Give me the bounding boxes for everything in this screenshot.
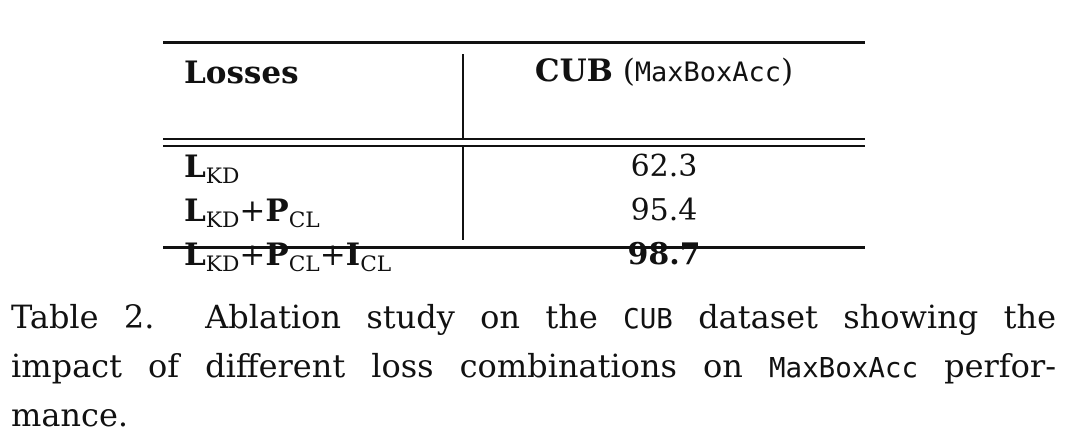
table-row: LKD+PCL+ICL 98.7 — [163, 237, 865, 279]
loss-symbol: L — [184, 149, 206, 185]
loss-subscript: KD — [205, 164, 240, 190]
header-metric: CUB (MaxBoxAcc) — [463, 53, 865, 89]
row-value: 62.3 — [630, 149, 698, 184]
caption-text: dataset showing the — [698, 298, 1057, 336]
row-losses: LKD+PCL+ICL — [184, 237, 391, 277]
table-row: LKD+PCL 95.4 — [163, 193, 865, 235]
row-losses: LKD+PCL — [184, 193, 320, 233]
loss-subscript: KD — [205, 208, 240, 234]
table-row: LKD 62.3 — [163, 149, 865, 191]
caption-text: Ablation study on the — [205, 298, 598, 336]
row-value: 95.4 — [630, 193, 698, 228]
caption-line-1: Table 2. Ablation study on the CUB datas… — [11, 294, 1056, 343]
loss-subscript: CL — [288, 252, 320, 278]
loss-subscript: CL — [288, 208, 320, 234]
caption-text: impact of different loss combinations on — [11, 347, 743, 385]
header-losses: Losses — [184, 55, 299, 91]
caption-line-2: impact of different loss combinations on… — [11, 343, 1056, 392]
plus-sign: + — [319, 237, 346, 273]
caption-code: MaxBoxAcc — [768, 352, 919, 384]
header-paren-open: ( — [622, 53, 635, 89]
plus-sign: + — [239, 237, 266, 273]
header-paren-close: ) — [780, 53, 794, 89]
loss-symbol: I — [345, 237, 361, 273]
row-value-best: 98.7 — [627, 237, 701, 272]
table-header-rule-lower — [163, 145, 865, 147]
loss-symbol: P — [265, 193, 289, 229]
table-header-rule-upper — [163, 138, 865, 140]
loss-symbol: L — [184, 193, 206, 229]
loss-subscript: KD — [205, 252, 240, 278]
table-top-rule — [163, 41, 865, 44]
caption-line-3: mance. — [11, 396, 129, 434]
table-bottom-rule — [163, 246, 865, 249]
caption-code: CUB — [623, 303, 673, 335]
plus-sign: + — [239, 193, 266, 229]
caption-text: perfor- — [944, 347, 1057, 385]
loss-subscript: CL — [360, 252, 392, 278]
table-header-column-divider — [462, 54, 464, 138]
table-body-column-divider — [462, 147, 464, 240]
table-caption: Table 2. Ablation study on the CUB datas… — [11, 294, 1056, 439]
header-dataset: CUB — [534, 53, 613, 89]
row-losses: LKD — [184, 149, 239, 189]
header-metric-name: MaxBoxAcc — [634, 57, 781, 88]
loss-symbol: P — [265, 237, 289, 273]
caption-label: Table 2. — [11, 298, 155, 336]
loss-symbol: L — [184, 237, 206, 273]
